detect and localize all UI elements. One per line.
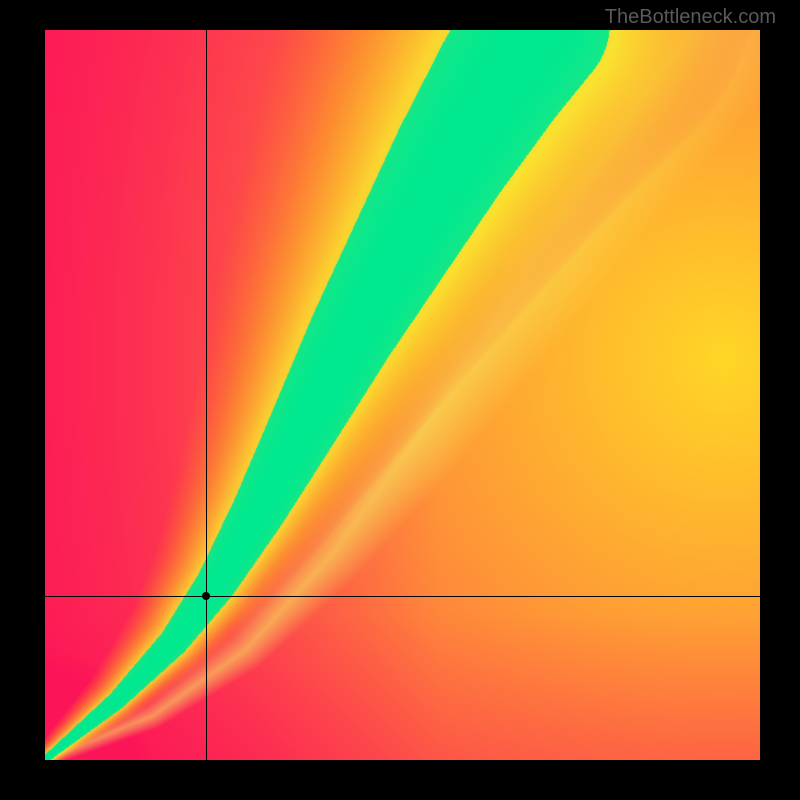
- crosshair-vertical: [206, 30, 207, 760]
- crosshair-marker: [202, 592, 210, 600]
- heatmap-plot: [45, 30, 760, 760]
- crosshair-horizontal: [45, 596, 760, 597]
- watermark-text: TheBottleneck.com: [605, 6, 776, 29]
- heatmap-canvas: [45, 30, 760, 760]
